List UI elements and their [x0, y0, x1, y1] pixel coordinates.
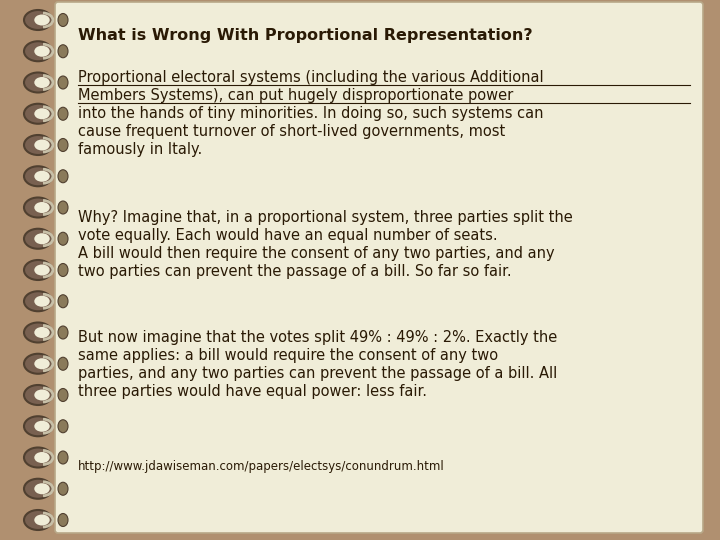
- Ellipse shape: [58, 451, 68, 464]
- Text: But now imagine that the votes split 49% : 49% : 2%. Exactly the: But now imagine that the votes split 49%…: [78, 330, 557, 345]
- Ellipse shape: [35, 171, 50, 182]
- Text: What is Wrong With Proportional Representation?: What is Wrong With Proportional Represen…: [78, 28, 533, 43]
- Ellipse shape: [58, 482, 68, 495]
- Text: same applies: a bill would require the consent of any two: same applies: a bill would require the c…: [78, 348, 498, 363]
- Ellipse shape: [35, 515, 50, 525]
- Ellipse shape: [58, 420, 68, 433]
- Text: three parties would have equal power: less fair.: three parties would have equal power: le…: [78, 384, 427, 399]
- Text: Members Systems), can put hugely disproportionate power: Members Systems), can put hugely disprop…: [78, 88, 513, 103]
- Ellipse shape: [58, 14, 68, 26]
- Ellipse shape: [24, 448, 52, 468]
- Ellipse shape: [58, 201, 68, 214]
- Text: Proportional electoral systems (including the various Additional: Proportional electoral systems (includin…: [78, 70, 544, 85]
- Ellipse shape: [24, 198, 52, 218]
- Text: parties, and any two parties can prevent the passage of a bill. All: parties, and any two parties can prevent…: [78, 366, 557, 381]
- Ellipse shape: [24, 291, 52, 311]
- Text: famously in Italy.: famously in Italy.: [78, 142, 202, 157]
- Ellipse shape: [24, 385, 52, 405]
- Ellipse shape: [35, 139, 50, 151]
- Ellipse shape: [24, 354, 52, 374]
- Ellipse shape: [24, 510, 52, 530]
- Ellipse shape: [24, 166, 52, 186]
- Ellipse shape: [24, 10, 52, 30]
- Ellipse shape: [35, 233, 50, 244]
- Text: into the hands of tiny minorities. In doing so, such systems can: into the hands of tiny minorities. In do…: [78, 106, 544, 121]
- Ellipse shape: [35, 452, 50, 463]
- FancyBboxPatch shape: [55, 2, 703, 533]
- Ellipse shape: [24, 479, 52, 499]
- Ellipse shape: [58, 388, 68, 402]
- Ellipse shape: [58, 326, 68, 339]
- Ellipse shape: [35, 483, 50, 494]
- Ellipse shape: [35, 421, 50, 432]
- Ellipse shape: [35, 389, 50, 401]
- Ellipse shape: [35, 46, 50, 57]
- Ellipse shape: [24, 229, 52, 249]
- Text: cause frequent turnover of short-lived governments, most: cause frequent turnover of short-lived g…: [78, 124, 505, 139]
- Ellipse shape: [58, 295, 68, 308]
- Ellipse shape: [58, 76, 68, 89]
- Ellipse shape: [35, 265, 50, 275]
- Text: http://www.jdawiseman.com/papers/electsys/conundrum.html: http://www.jdawiseman.com/papers/electsy…: [78, 460, 445, 473]
- Ellipse shape: [58, 264, 68, 276]
- Ellipse shape: [24, 104, 52, 124]
- Ellipse shape: [24, 322, 52, 342]
- Ellipse shape: [35, 296, 50, 307]
- Ellipse shape: [58, 138, 68, 152]
- Text: vote equally. Each would have an equal number of seats.: vote equally. Each would have an equal n…: [78, 228, 498, 243]
- Ellipse shape: [58, 45, 68, 58]
- Text: Why? Imagine that, in a proportional system, three parties split the: Why? Imagine that, in a proportional sys…: [78, 210, 572, 225]
- Ellipse shape: [35, 327, 50, 338]
- Ellipse shape: [58, 232, 68, 245]
- Ellipse shape: [24, 416, 52, 436]
- Ellipse shape: [24, 72, 52, 92]
- Ellipse shape: [58, 107, 68, 120]
- Ellipse shape: [35, 108, 50, 119]
- Ellipse shape: [58, 170, 68, 183]
- Text: two parties can prevent the passage of a bill. So far so fair.: two parties can prevent the passage of a…: [78, 264, 512, 279]
- Ellipse shape: [35, 202, 50, 213]
- Text: A bill would then require the consent of any two parties, and any: A bill would then require the consent of…: [78, 246, 554, 261]
- Ellipse shape: [58, 357, 68, 370]
- Ellipse shape: [35, 358, 50, 369]
- Ellipse shape: [24, 135, 52, 155]
- Ellipse shape: [24, 41, 52, 61]
- Ellipse shape: [58, 514, 68, 526]
- Ellipse shape: [24, 260, 52, 280]
- Ellipse shape: [35, 77, 50, 88]
- Ellipse shape: [35, 15, 50, 25]
